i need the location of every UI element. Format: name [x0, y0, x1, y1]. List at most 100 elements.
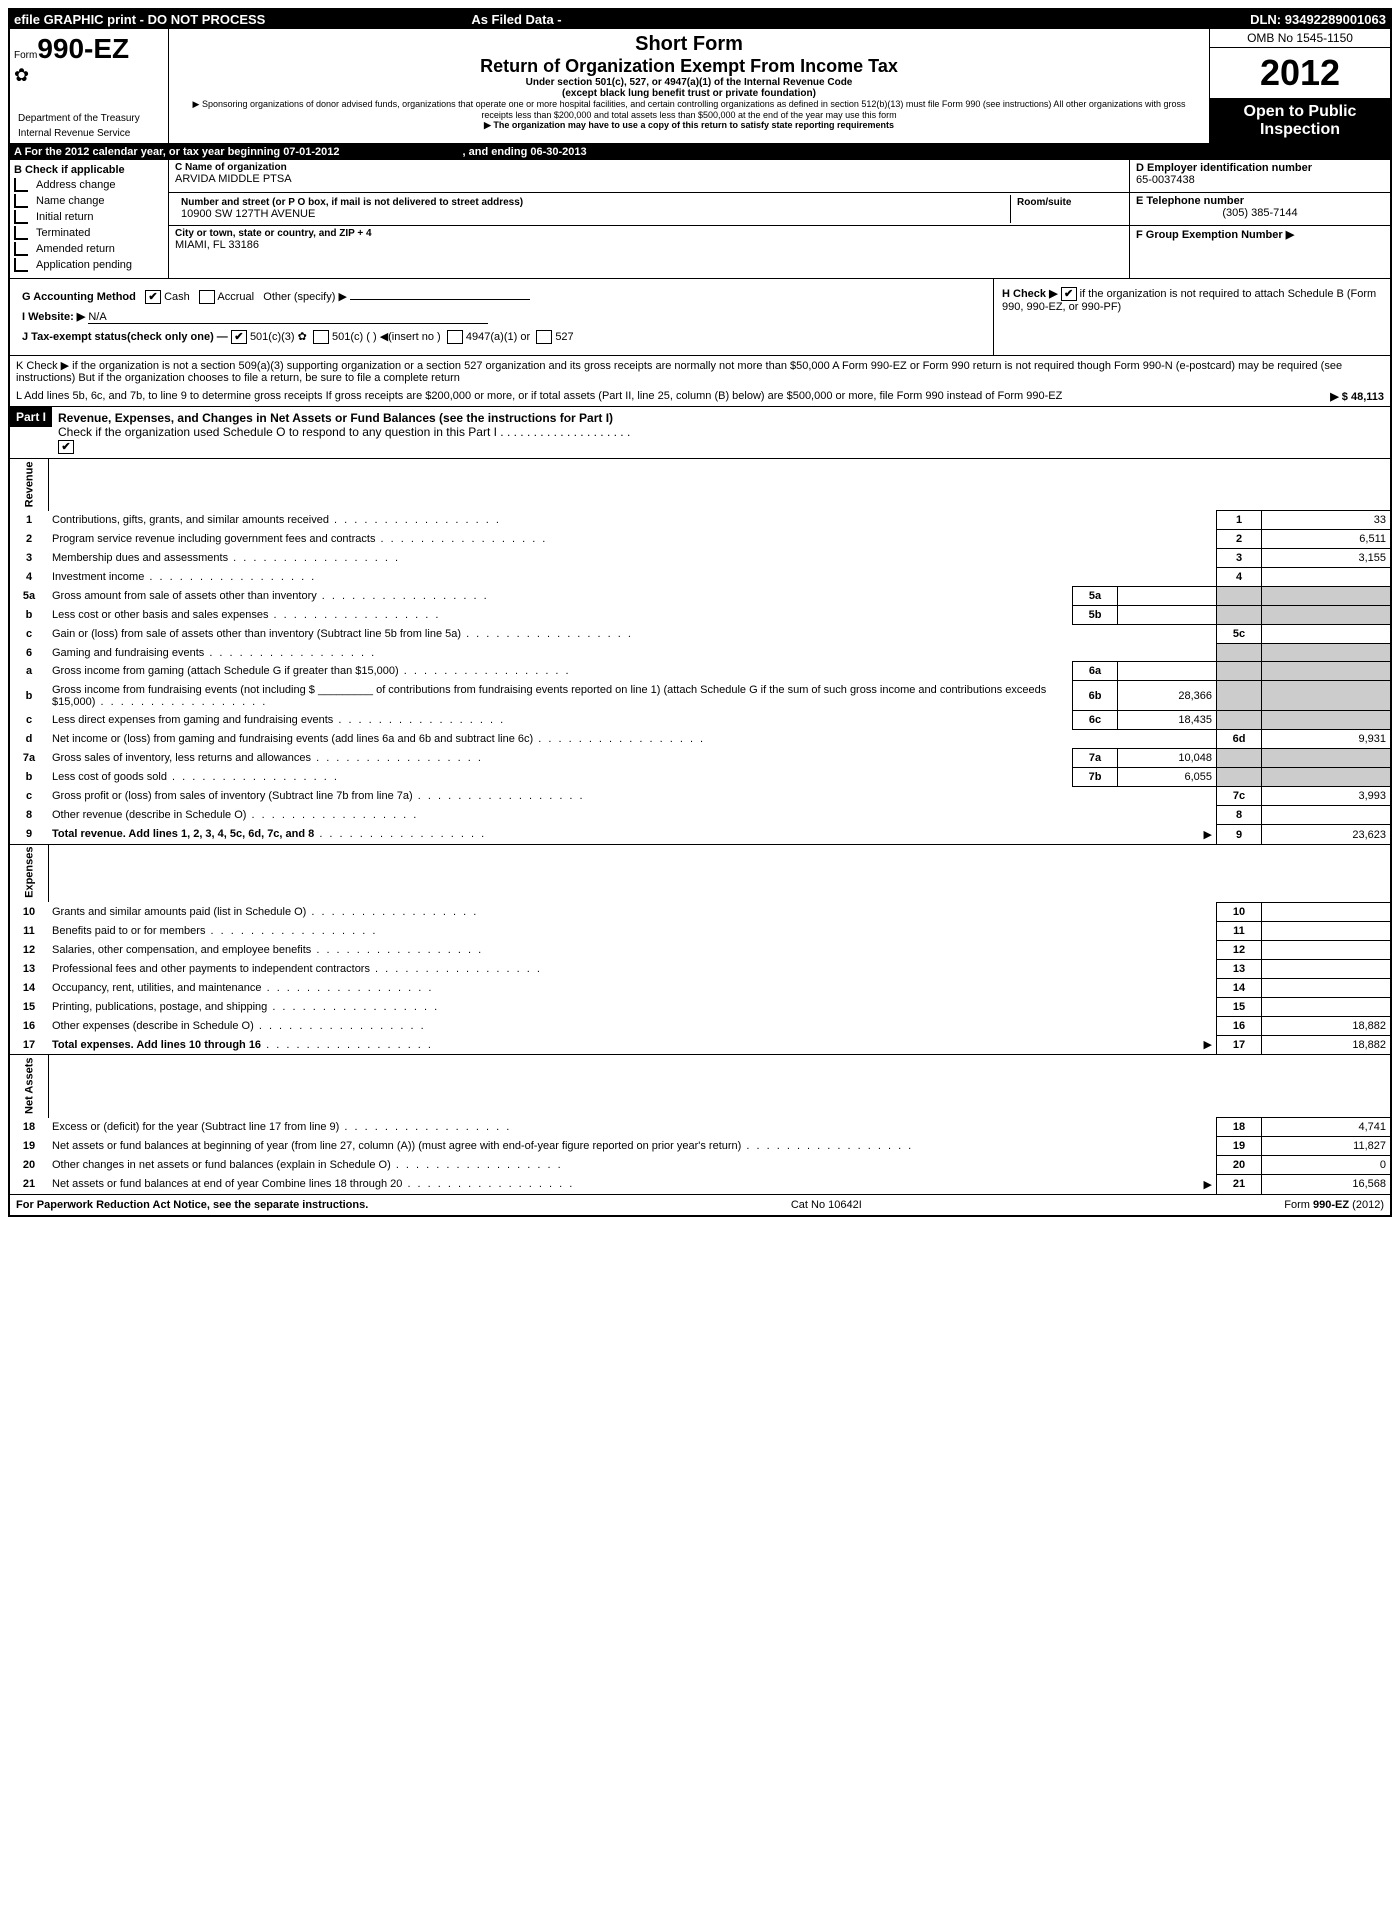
mini-line-number: 6c — [1073, 711, 1118, 730]
mini-line-value: 6,055 — [1118, 768, 1217, 787]
check-501c[interactable] — [313, 330, 329, 344]
line-value: 9,931 — [1262, 730, 1391, 749]
revenue-table: Revenue 1Contributions, gifts, grants, a… — [10, 458, 1390, 844]
line-value — [1262, 921, 1391, 940]
subtitle-2: (except black lung benefit trust or priv… — [177, 88, 1201, 99]
line-value — [1262, 959, 1391, 978]
line-description: Gaming and fundraising events — [48, 644, 1073, 662]
line-description: Gain or (loss) from sale of assets other… — [48, 625, 1073, 644]
line-description: Net income or (loss) from gaming and fun… — [48, 730, 1073, 749]
mini-line-number: 6b — [1073, 681, 1118, 711]
mini-line-number: 5b — [1073, 606, 1118, 625]
line-number: b — [10, 768, 48, 787]
line-number: 13 — [10, 959, 48, 978]
tax-year: 2012 — [1210, 48, 1390, 99]
line-value: 3,993 — [1262, 787, 1391, 806]
check-address-change[interactable]: Address change — [14, 178, 164, 192]
check-501c3[interactable]: ✔ — [231, 330, 247, 344]
l-line: L Add lines 5b, 6c, and 7b, to line 9 to… — [10, 387, 1390, 406]
form-number-box: Form990-EZ ✿ Department of the Treasury … — [10, 29, 169, 143]
line-number: 12 — [10, 940, 48, 959]
line-value: 3,155 — [1262, 549, 1391, 568]
h-check: H Check ▶ ✔ if the organization is not r… — [1002, 287, 1382, 313]
col-b-header: B Check if applicable — [14, 164, 164, 176]
room-label: Room/suite — [1017, 197, 1117, 208]
line-box-number: 16 — [1217, 1016, 1262, 1035]
group-exempt-label: F Group Exemption Number ▶ — [1136, 228, 1384, 241]
form-container: efile GRAPHIC print - DO NOT PROCESS As … — [8, 8, 1392, 1217]
line-value: 6,511 — [1262, 530, 1391, 549]
ein-value: 65-0037438 — [1136, 174, 1384, 186]
line-description: Membership dues and assessments — [48, 549, 1073, 568]
phone-label: E Telephone number — [1136, 195, 1384, 207]
check-name-change[interactable]: Name change — [14, 194, 164, 208]
title-box: Short Form Return of Organization Exempt… — [169, 29, 1209, 143]
street-label: Number and street (or P O box, if mail i… — [181, 197, 1004, 208]
line-number: 15 — [10, 997, 48, 1016]
street-value: 10900 SW 127TH AVENUE — [181, 208, 1004, 220]
line-box-number: 12 — [1217, 940, 1262, 959]
line-description: Printing, publications, postage, and shi… — [48, 997, 1161, 1016]
line-box-number: 11 — [1217, 921, 1262, 940]
check-h[interactable]: ✔ — [1061, 287, 1077, 301]
line-description: Less cost or other basis and sales expen… — [48, 606, 1073, 625]
line-number: b — [10, 606, 48, 625]
g-accounting: G Accounting Method ✔ Cash Accrual Other… — [16, 287, 987, 307]
part-1-header: Part I Revenue, Expenses, and Changes in… — [10, 406, 1390, 458]
right-header-box: OMB No 1545-1150 2012 Open to Public Ins… — [1209, 29, 1390, 143]
return-title: Return of Organization Exempt From Incom… — [177, 56, 1201, 77]
row-a-left: A For the 2012 calendar year, or tax yea… — [14, 146, 339, 158]
line-description: Contributions, gifts, grants, and simila… — [48, 511, 1073, 530]
dept-treasury: Department of the Treasury — [14, 111, 164, 126]
l-value: ▶ $ 48,113 — [1234, 390, 1384, 403]
line-description: Net assets or fund balances at end of ye… — [48, 1175, 1184, 1194]
check-initial-return[interactable]: Initial return — [14, 210, 164, 224]
line-box-number: 8 — [1217, 806, 1262, 825]
check-amended[interactable]: Amended return — [14, 242, 164, 256]
line-number: 2 — [10, 530, 48, 549]
check-527[interactable] — [536, 330, 552, 344]
mini-line-value — [1118, 606, 1217, 625]
check-terminated[interactable]: Terminated — [14, 226, 164, 240]
line-number: 7a — [10, 749, 48, 768]
row-a: A For the 2012 calendar year, or tax yea… — [10, 144, 1390, 160]
line-box-number: 20 — [1217, 1156, 1262, 1175]
line-value: 23,623 — [1262, 825, 1391, 844]
check-pending[interactable]: Application pending — [14, 258, 164, 272]
org-name: ARVIDA MIDDLE PTSA — [175, 173, 1123, 185]
line-number: 6 — [10, 644, 48, 662]
part-1-check[interactable]: ✔ — [58, 440, 74, 454]
line-value — [1262, 625, 1391, 644]
city-label: City or town, state or country, and ZIP … — [175, 228, 1123, 239]
line-description: Gross amount from sale of assets other t… — [48, 587, 1073, 606]
line-box-number: 4 — [1217, 568, 1262, 587]
check-cash[interactable]: ✔ — [145, 290, 161, 304]
line-number: 10 — [10, 902, 48, 921]
line-box-number: 7c — [1217, 787, 1262, 806]
line-value — [1262, 902, 1391, 921]
open-public: Open to Public Inspection — [1210, 99, 1390, 143]
footer-mid: Cat No 10642I — [791, 1199, 862, 1211]
line-box-number: 9 — [1217, 825, 1262, 844]
line-number: 9 — [10, 825, 48, 844]
check-accrual[interactable] — [199, 290, 215, 304]
check-4947[interactable] — [447, 330, 463, 344]
line-number: 18 — [10, 1118, 48, 1137]
mini-line-value — [1118, 587, 1217, 606]
line-number: 8 — [10, 806, 48, 825]
line-number: c — [10, 711, 48, 730]
line-description: Salaries, other compensation, and employ… — [48, 940, 1161, 959]
dept-irs: Internal Revenue Service — [14, 126, 164, 141]
k-line: K Check ▶ if the organization is not a s… — [10, 355, 1390, 387]
line-description: Other changes in net assets or fund bala… — [48, 1156, 1184, 1175]
line-value: 0 — [1262, 1156, 1391, 1175]
line-number: d — [10, 730, 48, 749]
mini-line-value: 28,366 — [1118, 681, 1217, 711]
line-value: 18,882 — [1262, 1035, 1391, 1054]
footer-left: For Paperwork Reduction Act Notice, see … — [16, 1199, 368, 1211]
column-b: B Check if applicable Address change Nam… — [10, 160, 169, 278]
line-description: Gross income from fundraising events (no… — [48, 681, 1073, 711]
footer-right: Form 990-EZ (2012) — [1284, 1199, 1384, 1211]
line-box-number: 10 — [1217, 902, 1262, 921]
line-box-number: 1 — [1217, 511, 1262, 530]
